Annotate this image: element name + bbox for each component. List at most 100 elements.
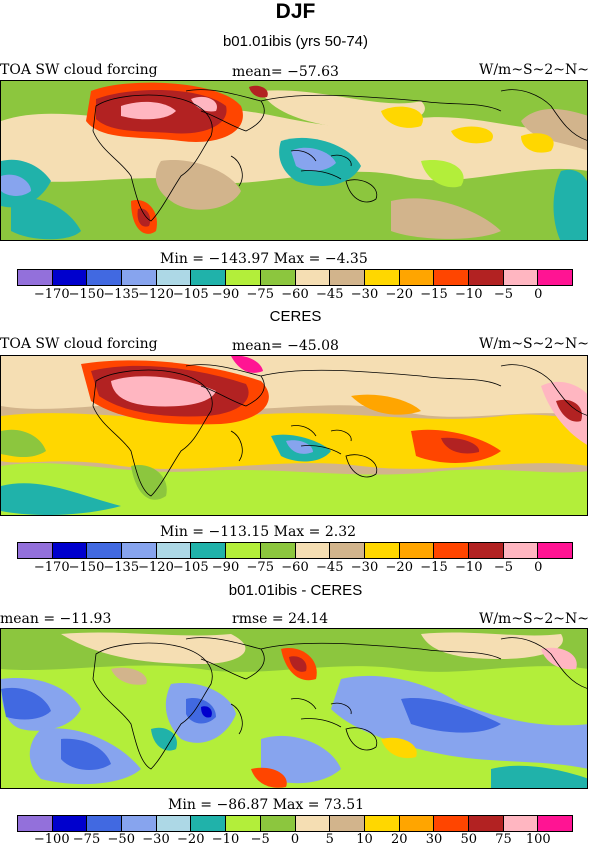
- colorbar-tick-label: 50: [460, 832, 478, 847]
- colorbar-tick-label: −45: [316, 287, 344, 302]
- colorbar-swatch: [122, 543, 157, 558]
- colorbar-swatch: [260, 816, 296, 831]
- panel-1-min-max: Min = −143.97 Max = −4.35: [160, 251, 368, 267]
- colorbar-swatch: [399, 270, 435, 285]
- colorbar-tick-label: 10: [356, 832, 373, 847]
- panel-3-colorbar-labels: −100 −75 −50 −30 −20 −10 −5 0 5 10 20 30 50 75 100: [17, 832, 573, 848]
- colorbar-swatch: [434, 816, 469, 831]
- colorbar-swatch: [18, 270, 53, 285]
- panel-3-map: [0, 628, 588, 789]
- panel-3-units-label: W/m~S~2~N~: [478, 611, 589, 627]
- colorbar-tick-label: −5: [250, 832, 270, 847]
- colorbar-tick-label: −120: [138, 560, 174, 575]
- colorbar-swatch: [191, 543, 227, 558]
- colorbar-tick-label: −5: [493, 560, 514, 575]
- colorbar-swatch: [52, 816, 88, 831]
- colorbar-tick-label: −105: [172, 287, 209, 302]
- colorbar-tick-label: −170: [33, 560, 70, 575]
- colorbar-tick-label: 0: [290, 832, 300, 847]
- colorbar-tick-label: −150: [68, 287, 105, 302]
- colorbar-swatch: [191, 816, 227, 831]
- colorbar-swatch: [538, 543, 572, 558]
- colorbar-swatch: [156, 270, 192, 285]
- colorbar-tick-label: −20: [385, 560, 413, 575]
- panel-2-variable-label: TOA SW cloud forcing: [0, 336, 158, 352]
- colorbar-tick-label: −45: [316, 560, 344, 575]
- colorbar-tick-label: 75: [495, 832, 512, 847]
- panel-3-min-max: Min = −86.87 Max = 73.51: [168, 797, 365, 813]
- colorbar-tick-label: 5: [325, 832, 334, 847]
- panel-2-min-max: Min = −113.15 Max = 2.32: [160, 524, 357, 540]
- colorbar-tick-label: −30: [350, 560, 379, 575]
- colorbar-tick-label: −15: [420, 560, 448, 575]
- colorbar-tick-label: −20: [177, 832, 205, 847]
- colorbar-tick-label: −15: [420, 287, 448, 302]
- colorbar-swatch: [364, 270, 400, 285]
- colorbar-swatch: [399, 816, 435, 831]
- colorbar-swatch: [503, 816, 539, 831]
- panel-2-mean-label: mean= −45.08: [232, 338, 339, 354]
- colorbar-tick-label: −10: [455, 560, 483, 575]
- panel-2-colorbar: [17, 542, 573, 559]
- panel-3-colorbar: [17, 815, 573, 832]
- colorbar-tick-label: −30: [142, 832, 170, 847]
- panel-2-units-label: W/m~S~2~N~: [478, 336, 589, 352]
- colorbar-tick-label: −20: [385, 287, 413, 302]
- colorbar-tick-label: 0: [534, 287, 543, 302]
- panel-2-colorbar-labels: −170 −150 −135 −120 −105 −90 −75 −60 −45 −30 −20 −1…: [17, 560, 573, 576]
- colorbar-swatch: [260, 270, 296, 285]
- panel-1-units-label: W/m~S~2~N~: [478, 62, 589, 78]
- colorbar-swatch: [468, 543, 504, 558]
- panel-3-mean-label: mean = −11.93: [0, 611, 112, 627]
- colorbar-swatch: [156, 816, 192, 831]
- colorbar-swatch: [52, 270, 88, 285]
- colorbar-tick-label: −75: [246, 287, 274, 302]
- colorbar-swatch: [191, 270, 227, 285]
- panel-1-subtitle: b01.01ibis (yrs 50-74): [222, 33, 369, 50]
- colorbar-tick-label: −105: [172, 560, 209, 575]
- colorbar-swatch: [226, 270, 261, 285]
- colorbar-swatch: [434, 270, 469, 285]
- colorbar-tick-label: −100: [33, 832, 70, 847]
- colorbar-swatch: [18, 543, 53, 558]
- colorbar-tick-label: −75: [72, 832, 101, 847]
- colorbar-tick-label: −60: [281, 287, 309, 302]
- colorbar-swatch: [226, 816, 261, 831]
- colorbar-swatch: [468, 816, 504, 831]
- panel-1-map: [0, 80, 588, 241]
- colorbar-swatch: [295, 816, 331, 831]
- colorbar-swatch: [434, 543, 469, 558]
- colorbar-swatch: [122, 816, 157, 831]
- panel-2-map: [0, 355, 588, 516]
- colorbar-swatch: [364, 543, 400, 558]
- colorbar-swatch: [330, 816, 365, 831]
- colorbar-tick-label: −120: [138, 287, 174, 302]
- colorbar-swatch: [52, 543, 88, 558]
- panel-3-subtitle: b01.01ibis - CERES: [228, 582, 363, 599]
- colorbar-tick-label: −10: [211, 832, 240, 847]
- colorbar-tick-label: −75: [246, 560, 274, 575]
- colorbar-swatch: [503, 543, 539, 558]
- colorbar-tick-label: −150: [68, 560, 105, 575]
- colorbar-tick-label: −60: [281, 560, 309, 575]
- colorbar-tick-label: −170: [33, 287, 70, 302]
- colorbar-swatch: [226, 543, 261, 558]
- colorbar-swatch: [156, 543, 192, 558]
- colorbar-tick-label: 100: [525, 832, 551, 847]
- colorbar-tick-label: −50: [107, 832, 135, 847]
- colorbar-swatch: [87, 270, 123, 285]
- colorbar-swatch: [330, 543, 365, 558]
- colorbar-tick-label: −5: [493, 287, 514, 302]
- colorbar-swatch: [87, 816, 123, 831]
- colorbar-tick-label: −10: [455, 287, 483, 302]
- panel-2-subtitle: CERES: [269, 308, 322, 325]
- panel-3-rmse-label: rmse = 24.14: [232, 611, 329, 627]
- colorbar-swatch: [364, 816, 400, 831]
- colorbar-swatch: [295, 270, 331, 285]
- colorbar-swatch: [330, 270, 365, 285]
- colorbar-swatch: [538, 270, 572, 285]
- colorbar-tick-label: −90: [211, 287, 240, 302]
- colorbar-swatch: [18, 816, 53, 831]
- colorbar-tick-label: 0: [534, 560, 543, 575]
- colorbar-swatch: [468, 270, 504, 285]
